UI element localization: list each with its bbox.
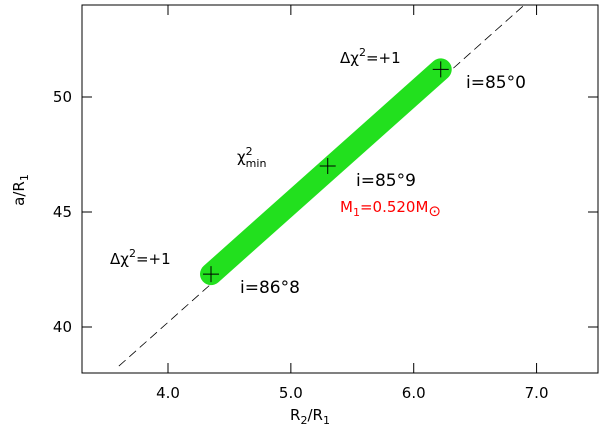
annotation: M1=0.520M⊙ xyxy=(340,198,441,220)
plot-area xyxy=(118,5,525,367)
annotation: i=85°0 xyxy=(466,73,526,93)
point-marker xyxy=(203,266,219,283)
point-marker xyxy=(319,158,336,174)
y-axis-label: a/R1 xyxy=(10,174,31,206)
confidence-band xyxy=(200,58,452,286)
x-tick-label: 4.0 xyxy=(156,384,180,402)
y-tick-label: 40 xyxy=(53,318,72,336)
x-tick-label: 7.0 xyxy=(525,384,549,402)
annotation: i=85°9 xyxy=(356,171,416,191)
point-marker xyxy=(432,61,449,78)
annotation: χ2 min xyxy=(237,145,266,170)
y-tick-label: 45 xyxy=(53,203,72,221)
plot-frame xyxy=(81,4,599,374)
y-tick-label: 50 xyxy=(53,88,72,106)
annotation: Δχ2=+1 xyxy=(110,247,171,268)
annotation: Δχ2=+1 xyxy=(340,46,401,67)
x-axis-label: R2/R1 xyxy=(290,406,330,427)
annotation: i=86°8 xyxy=(240,278,300,298)
x-tick-label: 6.0 xyxy=(402,384,426,402)
x-tick-label: 5.0 xyxy=(279,384,303,402)
